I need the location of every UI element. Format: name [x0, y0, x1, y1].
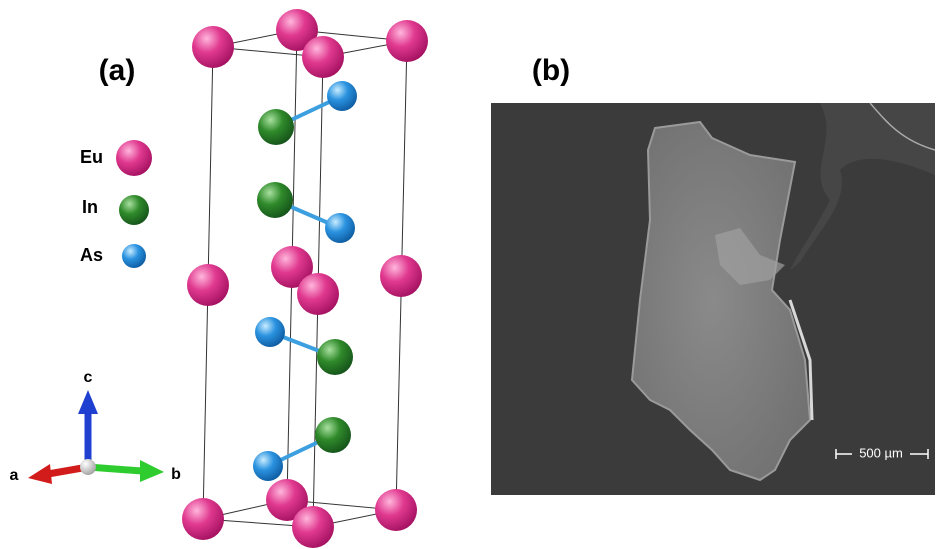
legend-swatch — [122, 244, 146, 268]
scale-bar-label: 500 µm — [859, 445, 903, 460]
panel-label: (b) — [532, 54, 570, 87]
legend-label: As — [80, 245, 103, 265]
legend-swatch — [116, 140, 152, 176]
axis-triad — [28, 390, 164, 484]
atoms — [182, 9, 428, 548]
sem-image — [491, 102, 936, 495]
axis-label: a — [10, 467, 19, 484]
axis-label: c — [84, 369, 93, 386]
legend-label: In — [82, 197, 98, 217]
panel-label: (a) — [99, 54, 136, 87]
legend-label: Eu — [80, 147, 103, 167]
legend-swatch — [119, 195, 149, 225]
axis-label: b — [171, 466, 181, 483]
scale-bar — [835, 449, 929, 459]
